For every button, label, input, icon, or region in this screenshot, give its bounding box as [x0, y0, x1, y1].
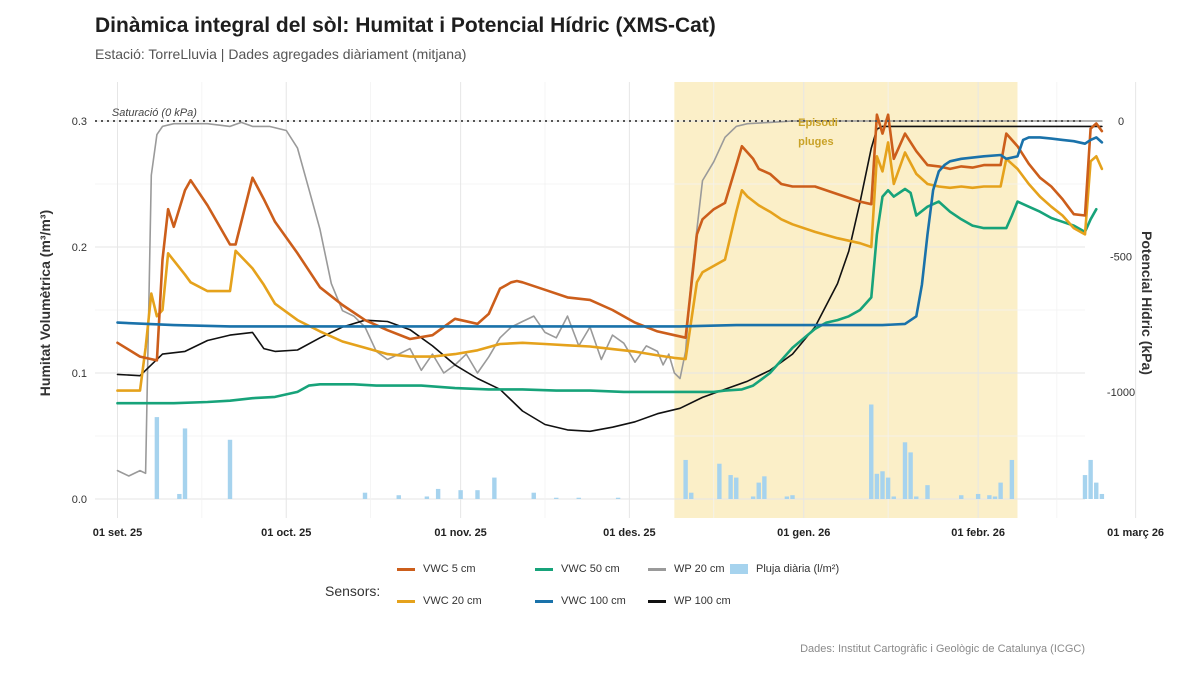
rain-bar [475, 490, 480, 499]
rain-bar [908, 452, 913, 499]
legend-swatch [535, 567, 553, 571]
legend-swatch [535, 599, 553, 603]
rain-bar [362, 492, 368, 499]
data-source-caption: Dades: Institut Cartogràfic i Geològic d… [800, 643, 1085, 655]
series-line-vwc100 [116, 136, 1104, 328]
shaded-episode-region [674, 82, 1018, 518]
legend-label: VWC 100 cm [561, 595, 626, 607]
episode-label-line1: Episodi [798, 117, 838, 129]
rain-bar [869, 404, 874, 499]
legend-item-vwc20: VWC 20 cm [397, 595, 482, 607]
rain-bar [576, 497, 581, 499]
rain-bar [1082, 475, 1088, 499]
x-tick-label: 01 des. 25 [603, 527, 656, 539]
rain-bar [689, 492, 694, 499]
legend-swatch [648, 599, 666, 603]
x-tick-label: 01 març 26 [1107, 527, 1164, 539]
episode-label-line2: pluges [798, 136, 833, 148]
rain-bar [762, 476, 767, 499]
rain-bar [615, 497, 621, 499]
y-tick-label: 0.2 [72, 242, 87, 254]
rain-bar [227, 439, 233, 499]
rain-bars [154, 404, 1105, 499]
legend-swatch [397, 599, 415, 603]
legend-item-vwc100: VWC 100 cm [535, 595, 626, 607]
legend-item-vwc50: VWC 50 cm [535, 563, 620, 575]
rain-bar [891, 496, 896, 499]
rain-bar [728, 475, 733, 499]
rain-bar [717, 463, 722, 499]
rain-bar [531, 492, 536, 499]
rain-bar [683, 459, 688, 499]
legend-label: Pluja diària (l/m²) [756, 563, 840, 575]
rain-bar [750, 496, 756, 499]
legend-item-vwc5: VWC 5 cm [397, 563, 476, 575]
rain-bar [154, 417, 160, 499]
legend-swatch [730, 564, 748, 574]
rain-bar [554, 497, 559, 499]
legend-label: VWC 5 cm [423, 563, 476, 575]
y2-tick-label: -1000 [1107, 387, 1135, 399]
rain-bar [987, 495, 992, 499]
rain-bar [182, 428, 188, 499]
rain-bar [874, 473, 880, 499]
x-tick-label: 01 oct. 25 [261, 527, 311, 539]
rain-bar [177, 493, 182, 499]
rain-bar [959, 495, 964, 499]
legend-label: VWC 20 cm [423, 595, 482, 607]
rain-bar [1094, 482, 1099, 499]
y-axis-title: Humitat Volumètrica (m³/m³) [37, 210, 53, 396]
rain-bar [756, 482, 761, 499]
series-line-vwc20 [116, 141, 1104, 392]
x-tick-label: 01 gen. 26 [777, 527, 830, 539]
x-tick-label: 01 set. 25 [93, 527, 143, 539]
legend-label: WP 100 cm [674, 595, 731, 607]
y-tick-label: 0.3 [72, 116, 87, 128]
series-line-vwc5 [116, 113, 1104, 362]
rain-bar [992, 496, 998, 499]
rain-bar [902, 442, 908, 499]
y2-tick-label: -500 [1110, 252, 1132, 264]
saturation-label: Saturació (0 kPa) [112, 107, 197, 119]
legend-title: Sensors: [325, 583, 381, 599]
y-tick-label: 0.0 [72, 494, 87, 506]
rain-bar [975, 493, 981, 499]
rain-bar [424, 496, 430, 499]
rain-bar [790, 495, 795, 499]
rain-bar [914, 496, 919, 499]
rain-bar [492, 477, 497, 499]
rain-bar [784, 496, 790, 499]
rain-bar [435, 488, 441, 499]
rain-bar [880, 471, 885, 499]
legend-item-wp100: WP 100 cm [648, 595, 731, 607]
y2-tick-label: 0 [1118, 116, 1124, 128]
x-tick-label: 01 febr. 26 [951, 527, 1005, 539]
rain-bar [1088, 459, 1093, 499]
chart-title: Dinàmica integral del sòl: Humitat i Pot… [95, 14, 716, 37]
y-tick-label: 0.1 [72, 368, 87, 380]
legend-item-rain: Pluja diària (l/m²) [730, 563, 839, 575]
legend-swatch [648, 567, 666, 571]
legend: Sensors: VWC 5 cm VWC 50 cm WP 20 cm Pluja … [325, 563, 885, 619]
rain-bar [925, 485, 930, 499]
legend-label: VWC 50 cm [561, 563, 620, 575]
y2-axis-title: Potencial Hídric (kPa) [1139, 231, 1155, 375]
legend-item-wp20: WP 20 cm [648, 563, 725, 575]
rain-bar [1009, 459, 1015, 499]
rain-bar [734, 477, 739, 499]
legend-label: WP 20 cm [674, 563, 725, 575]
legend-swatch [397, 567, 415, 571]
x-tick-label: 01 nov. 25 [434, 527, 486, 539]
rain-bar [396, 495, 401, 499]
rain-bar [998, 482, 1003, 499]
rain-bar [458, 490, 463, 499]
rain-bar [1099, 493, 1105, 499]
chart-subtitle: Estació: TorreLluvia | Dades agregades d… [95, 46, 467, 62]
rain-bar [885, 477, 891, 499]
